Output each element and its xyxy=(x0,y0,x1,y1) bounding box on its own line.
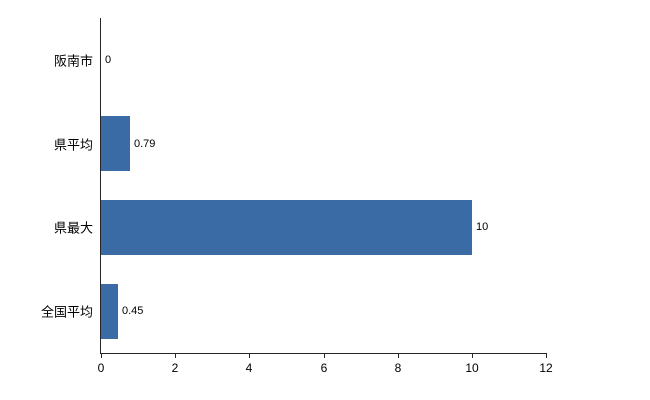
category-label: 県平均 xyxy=(53,137,93,153)
x-axis-tick xyxy=(101,353,102,358)
bar xyxy=(101,284,118,339)
x-axis-tick-label: 10 xyxy=(465,361,479,375)
x-axis-tick xyxy=(175,353,176,358)
bar xyxy=(101,116,130,171)
x-axis-tick-label: 6 xyxy=(320,361,328,375)
value-label: 0.79 xyxy=(134,137,156,150)
x-axis-tick-label: 0 xyxy=(97,361,105,375)
x-axis-tick xyxy=(324,353,325,358)
category-label: 県最大 xyxy=(53,220,93,236)
category-label: 全国平均 xyxy=(40,304,93,320)
value-label: 10 xyxy=(476,221,489,234)
value-label: 0.45 xyxy=(122,305,144,318)
plot-area: 阪南市 0 県平均 0.79 県最大 10 全国平均 0.45 0 2 4 6 8 10 12 xyxy=(41,18,553,375)
x-axis-tick-label: 12 xyxy=(539,361,553,375)
x-axis-tick-label: 8 xyxy=(394,361,402,375)
value-label: 0 xyxy=(105,53,112,66)
category-label: 阪南市 xyxy=(53,53,93,69)
x-axis-tick xyxy=(472,353,473,358)
x-axis-tick xyxy=(546,353,547,358)
x-axis-tick xyxy=(249,353,250,358)
x-axis-tick xyxy=(398,353,399,358)
x-axis-tick-label: 2 xyxy=(171,361,179,375)
bar xyxy=(101,200,472,255)
x-axis-tick-label: 4 xyxy=(245,361,253,375)
